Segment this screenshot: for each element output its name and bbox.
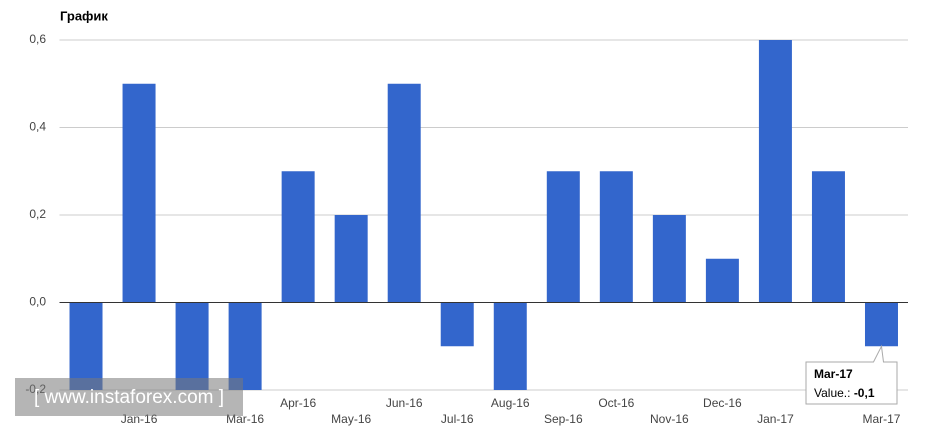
bar xyxy=(811,171,845,303)
bar xyxy=(652,215,686,303)
bar xyxy=(705,258,739,303)
bar xyxy=(546,171,580,303)
x-tick-label: Aug-16 xyxy=(491,396,530,410)
y-tick-label: 0,4 xyxy=(29,120,46,134)
x-tick-label: Oct-16 xyxy=(598,396,634,410)
watermark: [ www.instaforex.com ] xyxy=(34,387,224,408)
x-tick-label: Dec-16 xyxy=(703,396,742,410)
x-tick-label: May-16 xyxy=(331,412,371,426)
x-tick-label: Jan-17 xyxy=(757,412,794,426)
tooltip-value: -0,1 xyxy=(854,386,875,400)
bar xyxy=(758,40,792,303)
tooltip-label: Value.: xyxy=(814,386,850,400)
y-tick-label: 0,2 xyxy=(29,207,46,221)
bar xyxy=(228,302,262,390)
tooltip-line: Value.: -0,1 xyxy=(814,386,875,400)
x-tick-label: Mar-17 xyxy=(862,412,900,426)
x-tick-label: Apr-16 xyxy=(280,396,316,410)
bar xyxy=(334,215,368,303)
x-tick-label: Nov-16 xyxy=(650,412,689,426)
bar xyxy=(387,83,421,303)
bar xyxy=(440,302,474,347)
y-tick-label: 0,6 xyxy=(29,32,46,46)
bar xyxy=(493,302,527,390)
tooltip-box xyxy=(805,344,898,405)
x-tick-label: Jun-16 xyxy=(386,396,423,410)
bar xyxy=(122,83,156,303)
bar xyxy=(599,171,633,303)
x-tick-label: Jul-16 xyxy=(441,412,474,426)
watermark-bg xyxy=(15,378,243,416)
chart-title: График xyxy=(60,8,108,23)
y-tick-label: 0,0 xyxy=(29,295,46,309)
x-tick-label: Sep-16 xyxy=(544,412,583,426)
bar xyxy=(175,302,209,390)
bar xyxy=(864,302,898,347)
bar xyxy=(69,302,103,390)
tooltip-title: Mar-17 xyxy=(814,367,853,381)
bar xyxy=(281,171,315,303)
